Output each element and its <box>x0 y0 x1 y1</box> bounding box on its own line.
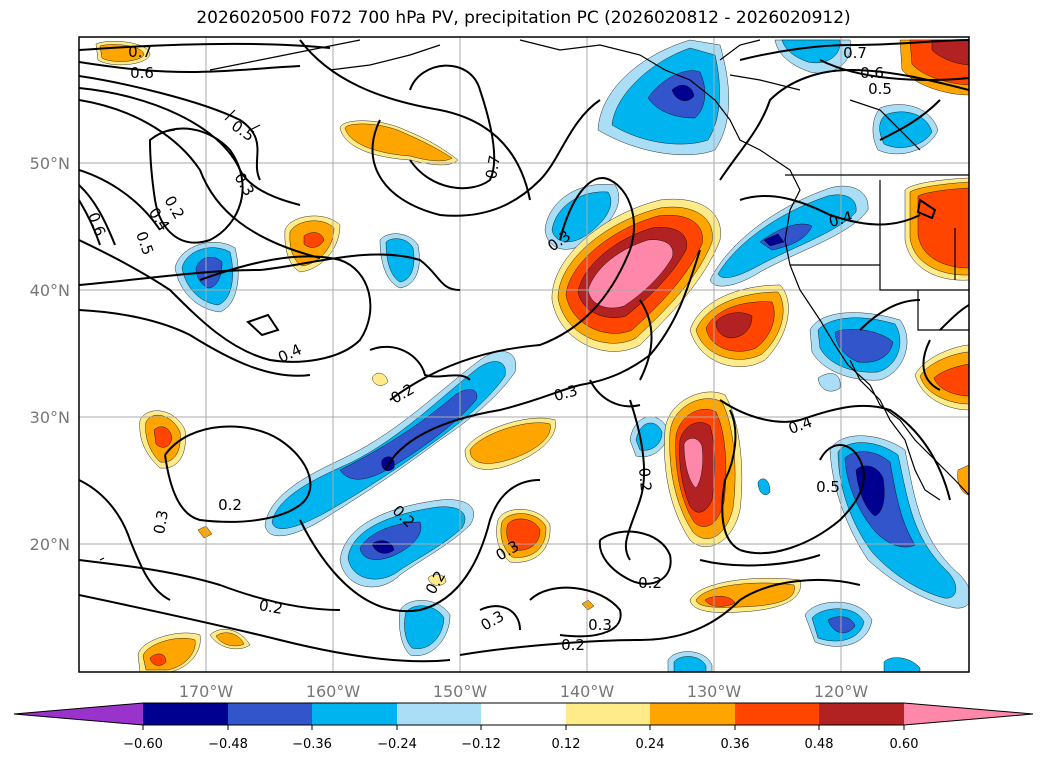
precip-blob-positive <box>469 422 551 464</box>
precip-blob-positive <box>683 438 703 489</box>
contour-label: 0.3 <box>150 509 172 536</box>
precip-blob-negative <box>671 85 695 101</box>
contour-label: 0.2 <box>258 596 285 618</box>
contour-label: 0.2 <box>635 467 655 492</box>
colorbar-tick-label: 0.48 <box>805 737 834 752</box>
map-gridlines <box>79 37 969 672</box>
contour-label: 0.7 <box>482 154 504 181</box>
colorbar-tick-label: 0.60 <box>890 737 919 752</box>
precip-blob-positive <box>506 518 541 551</box>
colorbar-tick-label: 0.36 <box>721 737 750 752</box>
colorbar-bin <box>143 703 228 725</box>
colorbar: −0.60 −0.48 −0.36 −0.24 −0.12 0.12 0.24 … <box>13 702 1034 752</box>
lat-tick-label: 40°N <box>30 281 70 300</box>
lon-tick-label: 120°W <box>814 682 869 701</box>
precip-blob-negative <box>879 111 933 148</box>
contour-label: 0.6 <box>130 64 154 82</box>
contour-label: 0.2 <box>218 496 242 514</box>
contour-label: 0.5 <box>132 229 157 258</box>
precip-blob-positive <box>344 123 453 162</box>
lat-tick-label: 50°N <box>30 154 70 173</box>
colorbar-bin <box>650 703 735 725</box>
lat-tick-label: 30°N <box>30 408 70 427</box>
colorbar-extend-low <box>14 703 143 725</box>
colorbar-bin <box>228 703 312 725</box>
contour-label: 0.5 <box>816 478 840 496</box>
precip-blob-negative <box>817 373 841 392</box>
precip-blob-negative <box>635 422 663 451</box>
map-panel: 0.7 0.6 0.5 0.3 0.2 0.6 0.4 0.5 0.4 0.2 … <box>79 37 969 672</box>
lat-axis: 50°N 40°N 30°N 20°N <box>30 154 70 554</box>
lon-tick-label: 140°W <box>560 682 615 701</box>
pv-contours <box>79 39 969 663</box>
contour-label: 0.2 <box>561 636 585 654</box>
precip-blob-negative <box>385 238 415 283</box>
contour-label: 0.6 <box>860 64 884 82</box>
contour-label: 0.6 <box>84 210 109 239</box>
lon-tick-label: 170°W <box>179 682 234 701</box>
precip-blob-positive <box>215 632 245 647</box>
colorbar-tick-label: −0.48 <box>208 737 248 752</box>
precip-blob-negative <box>834 329 894 363</box>
lon-axis: 170°W 160°W 150°W 140°W 130°W 120°W <box>179 682 869 701</box>
precip-blob-negative <box>551 191 612 242</box>
colorbar-bin <box>819 703 904 725</box>
colorbar-tick-label: −0.24 <box>377 737 417 752</box>
precip-blob-negative <box>339 389 478 480</box>
lat-tick-label: 20°N <box>30 535 70 554</box>
precip-blob-positive <box>149 653 167 666</box>
precip-blob-negative <box>763 233 785 247</box>
map-title: 2026020500 F072 700 hPa PV, precipitatio… <box>196 8 851 28</box>
contour-label: 0.4 <box>275 340 304 366</box>
precip-blob-negative <box>404 605 445 649</box>
precip-blob-positive <box>427 574 447 586</box>
contour-label: 0.3 <box>588 616 612 634</box>
contour-label: 0.3 <box>478 607 508 635</box>
colorbar-tick-label: 0.12 <box>552 737 581 752</box>
colorbar-tick-label: −0.12 <box>461 737 501 752</box>
precip-blob-positive <box>197 525 213 539</box>
precip-blob-negative <box>757 478 771 495</box>
lon-tick-label: 160°W <box>306 682 361 701</box>
coastline <box>99 39 969 561</box>
precip-blob-negative <box>359 521 422 560</box>
contour-label: 0.3 <box>231 170 259 200</box>
colorbar-tick-label: −0.36 <box>292 737 332 752</box>
contour-label: 0.7 <box>128 43 152 61</box>
colorbar-extend-high <box>904 703 1033 725</box>
contour-label: 0.7 <box>843 44 867 62</box>
colorbar-bin <box>481 703 566 725</box>
contour-label: 0.2 <box>422 568 450 598</box>
colorbar-tick-label: 0.24 <box>636 737 665 752</box>
precip-blob-positive <box>933 363 969 397</box>
contour-label: 0.5 <box>868 80 892 98</box>
lon-tick-label: 150°W <box>433 682 488 701</box>
colorbar-bin <box>312 703 397 725</box>
precip-blob-positive <box>153 426 173 448</box>
precip-blob-positive <box>303 232 325 248</box>
colorbar-tick-label: −0.60 <box>123 737 163 752</box>
colorbar-bin <box>566 703 650 725</box>
precip-blob-positive <box>704 596 736 607</box>
contour-label: 0.2 <box>638 574 662 592</box>
colorbar-bin <box>735 703 819 725</box>
precip-blob-negative <box>673 656 707 672</box>
precip-blob-positive <box>371 372 389 386</box>
precip-blob-positive <box>715 312 753 339</box>
contour-label: 0.4 <box>827 207 855 231</box>
precip-blob-positive <box>957 464 969 496</box>
precip-blob-positive <box>581 599 595 611</box>
lon-tick-label: 130°W <box>687 682 742 701</box>
precip-blob-negative <box>883 657 921 672</box>
contour-label: 0.5 <box>228 117 258 145</box>
colorbar-bin <box>397 703 481 725</box>
contour-label: 0.3 <box>552 381 580 405</box>
map-frame <box>78 36 970 673</box>
